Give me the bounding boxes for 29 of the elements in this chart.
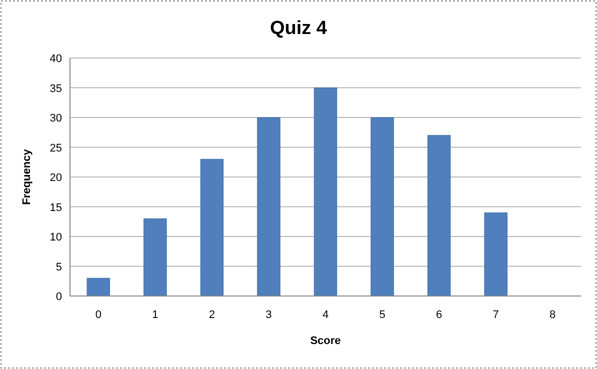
y-tick-label: 10	[50, 232, 62, 244]
bar	[314, 88, 338, 296]
y-tick-label: 5	[56, 261, 62, 274]
y-tick-label: 35	[50, 82, 62, 95]
bar	[200, 158, 224, 296]
y-tick-label: 20	[50, 172, 62, 184]
y-axis-title: Frequency	[21, 148, 33, 205]
y-tick-label: 30	[50, 112, 62, 124]
bar	[427, 135, 451, 296]
chart-title: Quiz 4	[270, 18, 328, 39]
x-axis-title: Score	[310, 335, 341, 347]
x-tick-label: 3	[266, 309, 272, 321]
y-tick-label: 0	[56, 291, 62, 303]
bar	[484, 212, 508, 296]
bar	[86, 278, 110, 296]
x-tick-label: 6	[436, 309, 442, 321]
x-tick-label: 5	[379, 309, 386, 321]
y-tick-label: 15	[50, 202, 62, 214]
x-tick-label: 2	[208, 309, 216, 321]
y-tick-label: 25	[50, 142, 62, 154]
x-tick-label: 4	[322, 309, 329, 321]
bar	[370, 117, 394, 296]
x-tick-label: 0	[95, 309, 102, 321]
x-tick-label: 8	[550, 309, 556, 321]
y-tick-label: 40	[50, 53, 62, 65]
x-tick-label: 1	[152, 309, 158, 321]
bar	[144, 218, 167, 296]
bar	[257, 117, 280, 296]
x-tick-label: 7	[492, 309, 499, 321]
